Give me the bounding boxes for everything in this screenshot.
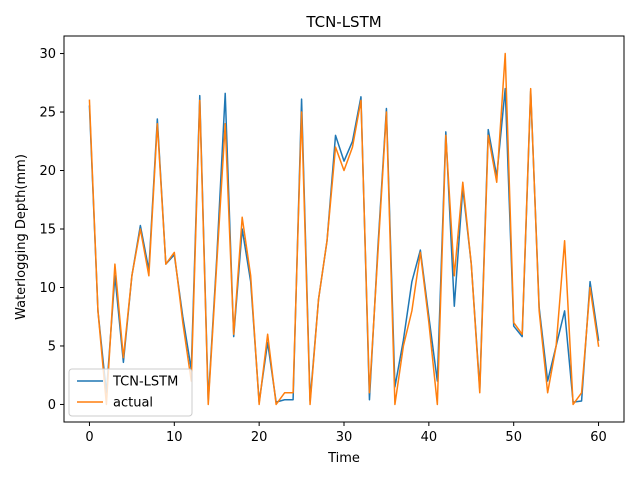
x-tick-label: 0 <box>85 430 93 445</box>
y-tick-label: 30 <box>39 47 56 62</box>
y-tick-label: 0 <box>48 398 56 413</box>
series-layer <box>88 52 600 406</box>
x-tick-label: 30 <box>336 430 353 445</box>
x-tick-label: 40 <box>421 430 438 445</box>
x-tick-label: 60 <box>590 430 607 445</box>
axes-layer: 0 10 20 30 40 50 60 0 5 10 15 20 25 30 <box>39 35 625 445</box>
y-tick-label: 10 <box>39 281 56 296</box>
y-tick-label: 15 <box>39 223 56 238</box>
legend: TCN-LSTM actual <box>68 368 193 417</box>
y-tick-label: 20 <box>39 164 56 179</box>
y-tick-label: 5 <box>48 339 56 354</box>
x-tick-label: 20 <box>251 430 268 445</box>
y-axis-label: Waterlogging Depth(mm) <box>14 154 29 320</box>
chart-title: TCN-LSTM <box>305 13 381 31</box>
x-tick-label: 10 <box>166 430 183 445</box>
x-axis-label: Time <box>327 451 360 466</box>
x-tick-label: 50 <box>505 430 522 445</box>
legend-label-actual: actual <box>113 396 153 411</box>
y-tick-label: 25 <box>39 106 56 121</box>
series-line-actual <box>88 52 600 406</box>
legend-label-tcn-lstm: TCN-LSTM <box>112 375 178 390</box>
